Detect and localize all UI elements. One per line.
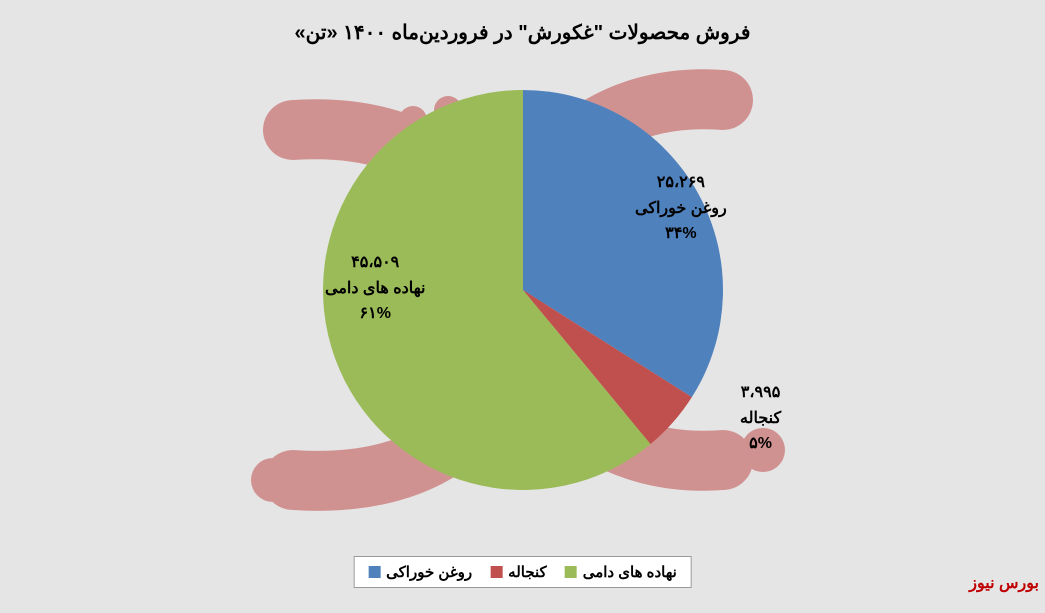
slice-label-feed: ۴۵،۵۰۹ نهاده های دامی ۶۱% [325,250,425,327]
legend-swatch [565,566,577,578]
legend-swatch [490,566,502,578]
legend-item: نهاده های دامی [565,563,677,581]
legend-label: کنجاله [508,563,547,581]
legend-label: روغن خوراکی [386,563,472,581]
chart-title: فروش محصولات "غکورش" در فروردین‌ماه ۱۴۰۰… [0,20,1045,45]
slice-label-meal: ۳،۹۹۵ کنجاله ۵% [740,380,781,457]
pie-chart: فروش محصولات "غکورش" در فروردین‌ماه ۱۴۰۰… [0,0,1045,613]
legend-item: روغن خوراکی [368,563,472,581]
legend: روغن خوراکی کنجاله نهاده های دامی [353,556,692,588]
legend-swatch [368,566,380,578]
legend-label: نهاده های دامی [583,563,677,581]
legend-item: کنجاله [490,563,547,581]
watermark-text: بورس نیوز [969,573,1039,593]
slice-label-oil: ۲۵،۲۶۹ روغن خوراکی ۳۴% [635,170,727,247]
